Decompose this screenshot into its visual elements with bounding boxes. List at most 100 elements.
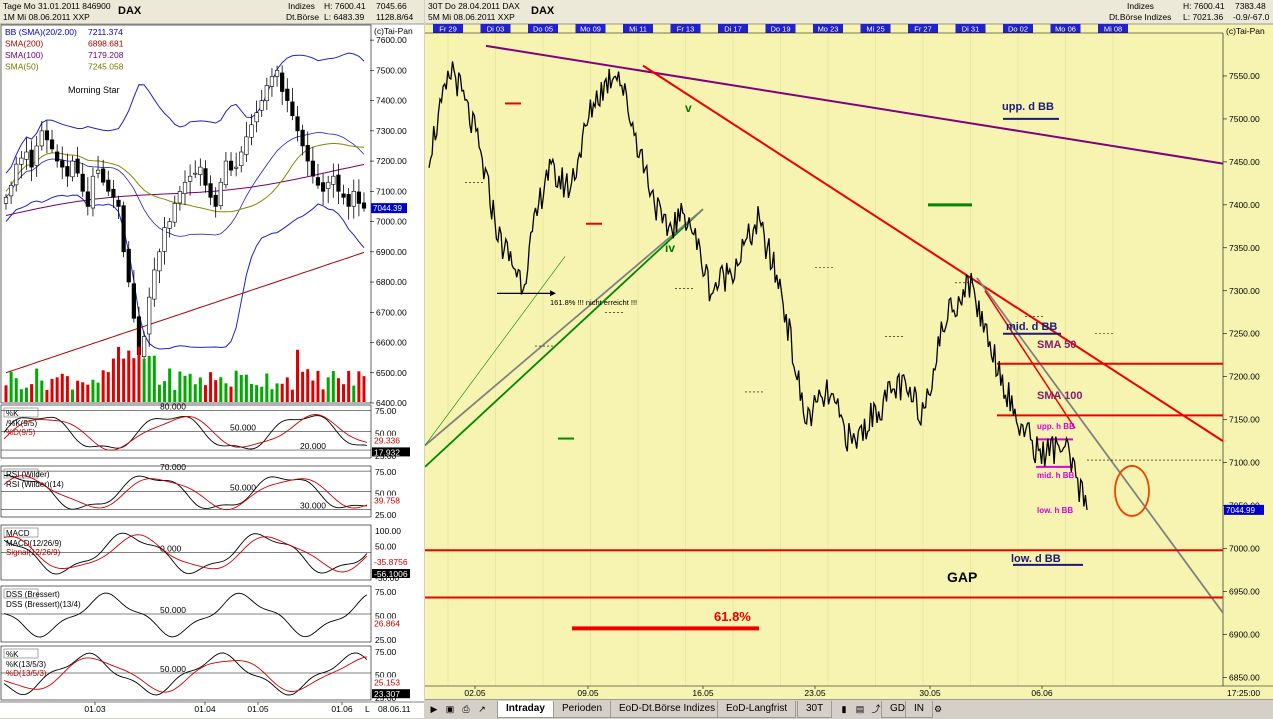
day-label: Do 05: [533, 25, 553, 34]
date-tick-label: 01.06: [331, 704, 353, 714]
indicator-value1-box: [372, 618, 410, 628]
candle-body: [24, 151, 29, 160]
image-icon[interactable]: ▣: [445, 704, 455, 714]
volume-bar: [81, 382, 85, 402]
volume-bar: [336, 378, 340, 402]
indicator-line1: RSI (Wilder)(14): [6, 480, 64, 489]
day-label: Mi 25: [866, 25, 884, 34]
tab-perioden[interactable]: Perioden: [553, 701, 612, 718]
indicator-line2: %D(13/5/3): [6, 669, 47, 678]
right-symbol: DAX: [531, 5, 555, 17]
volume-bar: [285, 377, 289, 402]
candle-body: [131, 283, 136, 319]
day-label: Do 02: [1008, 25, 1028, 34]
candle-body: [331, 175, 336, 185]
candle-body: [80, 173, 85, 192]
play-icon[interactable]: ▶: [430, 704, 438, 714]
candle-body: [121, 205, 126, 253]
day-label-box: [433, 24, 463, 33]
candle-body: [75, 158, 80, 174]
line-tool-icon[interactable]: ⤴: [871, 704, 881, 714]
volume-bar: [188, 373, 192, 402]
interval-select[interactable]: 30T: [797, 701, 833, 718]
indicator-name: MACD: [6, 529, 30, 538]
candle-body: [193, 172, 198, 175]
volume-bar: [203, 385, 207, 402]
settings-icon[interactable]: ⚙: [933, 704, 943, 714]
right-high: H: 7600.41: [1183, 1, 1225, 11]
chart-type-icon[interactable]: ▤: [855, 704, 865, 714]
candle-body: [341, 193, 346, 198]
day-label: Di 17: [724, 25, 742, 34]
morning-star-label: Morning Star: [68, 85, 120, 95]
indicator-value2-box: [372, 447, 410, 457]
indicator-level-label: 50.000: [160, 605, 186, 615]
current-price-label: 7044.39: [373, 204, 402, 213]
indicator-level-label: 70.000: [160, 462, 186, 472]
volume-bar: [316, 370, 320, 402]
label-upp-h-bb: upp. h BB: [1037, 422, 1075, 431]
label-upp-d-bb: upp. d BB: [1002, 101, 1054, 113]
day-label-box: [813, 24, 843, 33]
volume-bar: [45, 389, 49, 402]
day-label-box: [1003, 24, 1033, 33]
candle-body: [182, 181, 188, 194]
indicator-tag: [3, 527, 39, 538]
indicator-tag: [3, 648, 39, 659]
candle-body: [162, 227, 167, 252]
candle-body: [361, 202, 367, 209]
label-wave-iv: iv: [665, 241, 675, 255]
indicator-level-label: 0.000: [160, 544, 182, 554]
candle-body: [336, 174, 341, 192]
legend-value: 6898.681: [88, 39, 124, 49]
day-label: Mo 06: [1055, 25, 1076, 34]
bar-chart-icon[interactable]: ▮: [841, 704, 847, 714]
zoom-icon[interactable]: ↗: [478, 704, 486, 714]
tab-eod-langfrist[interactable]: EoD-Langfrist: [717, 701, 797, 718]
print-icon[interactable]: ⎙: [462, 704, 470, 714]
volume-bar: [60, 373, 64, 402]
candle-body: [44, 130, 50, 141]
trendline-red-2: [984, 290, 1076, 429]
volume-bar: [209, 372, 213, 402]
date-tick-label: 09.05: [577, 688, 599, 698]
indicator-tag: [3, 468, 39, 479]
day-label-box: [528, 24, 558, 33]
right-indizes: Indizes: [1127, 1, 1154, 11]
in-button[interactable]: IN: [905, 701, 933, 718]
indicator-value1-box: [372, 556, 410, 566]
trendline-green: [425, 208, 704, 468]
legend-label: SMA(100): [5, 50, 43, 60]
left-exchange: Dt.Börse: [286, 12, 319, 22]
day-label-box: [1098, 24, 1128, 33]
price-tick-label: 6850.00: [1229, 672, 1260, 682]
fib-arrow-head: [550, 290, 556, 297]
candle-body: [95, 169, 101, 174]
price-tick-label: 7500.00: [1229, 114, 1260, 124]
volume-bar: [157, 384, 161, 402]
tab-intraday[interactable]: Intraday: [497, 701, 554, 718]
right-price-axis: 7550.00 7500.00 7450.00 7400.00 7350.00 7300.…: [1223, 71, 1260, 682]
candle-body: [70, 160, 75, 178]
indicator-line2: %D(9/5): [6, 428, 36, 437]
volume-bar: [137, 346, 141, 402]
volume-bar: [40, 380, 44, 402]
price-tick-label: 7400.00: [1229, 200, 1260, 210]
day-label: Fr 29: [439, 25, 457, 34]
price-tick-label: 6900.00: [376, 247, 407, 257]
volume-bar: [152, 355, 156, 402]
day-label: Mi 08: [1104, 25, 1122, 34]
date-tick-label: 23.05: [804, 688, 826, 698]
date-tick-label: 16.05: [692, 688, 714, 698]
day-label-box: [575, 24, 606, 33]
volume-bar: [352, 385, 356, 402]
volume-bar: [132, 358, 136, 402]
day-label-box: [480, 24, 511, 33]
candle-body: [116, 199, 121, 207]
left-indicator-panels: %K/%K(9/5)%D(9/5)80.00050.00020.00075.00…: [0, 401, 410, 703]
price-tick-label: 7200.00: [1229, 372, 1260, 382]
indicator-axis-label: 75.00: [375, 406, 397, 416]
volume-bar: [65, 376, 69, 402]
tab-eod-dt-borse[interactable]: EoD-Dt.Börse Indizes: [610, 701, 725, 718]
volume-bar: [214, 380, 218, 402]
